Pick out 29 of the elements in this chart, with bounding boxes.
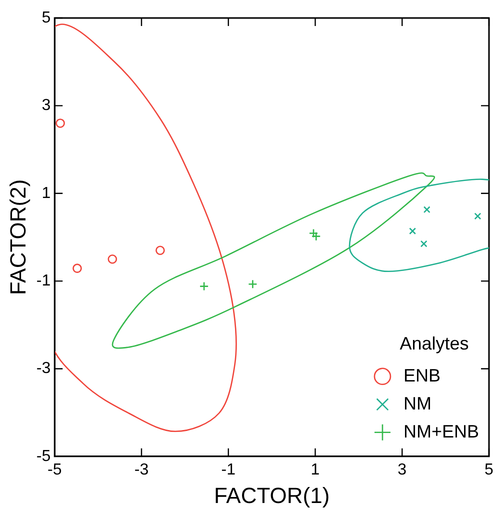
point [156,246,165,255]
x-tick-label: -1 [221,461,236,478]
point [199,282,209,291]
legend-label: NM [403,393,432,414]
point [409,228,416,235]
point [420,240,428,248]
point [56,118,65,128]
point [248,279,258,289]
y-tick-label: 3 [42,97,51,114]
y-tick-label: -5 [36,448,51,465]
legend-title: Analytes [400,333,469,354]
y-tick-label: -3 [36,360,51,378]
point [72,264,82,273]
point [423,206,430,214]
legend-label: ENB [403,365,440,386]
point [108,254,118,264]
legend-label: NM+ENB [403,421,479,442]
y-tick-label: 5 [42,9,51,26]
x-tick-label: -3 [134,461,149,478]
x-axis-title: FACTOR(1) [214,482,330,508]
point [308,228,318,238]
y-tick-label: -1 [36,272,51,290]
point [311,232,321,241]
y-tick-label: 1 [42,184,51,202]
y-axis-title: FACTOR(2) [5,179,30,296]
x-tick-label: 3 [398,461,407,478]
point [474,212,482,220]
x-tick-label: 5 [484,461,494,478]
x-tick-label: 1 [310,461,320,478]
